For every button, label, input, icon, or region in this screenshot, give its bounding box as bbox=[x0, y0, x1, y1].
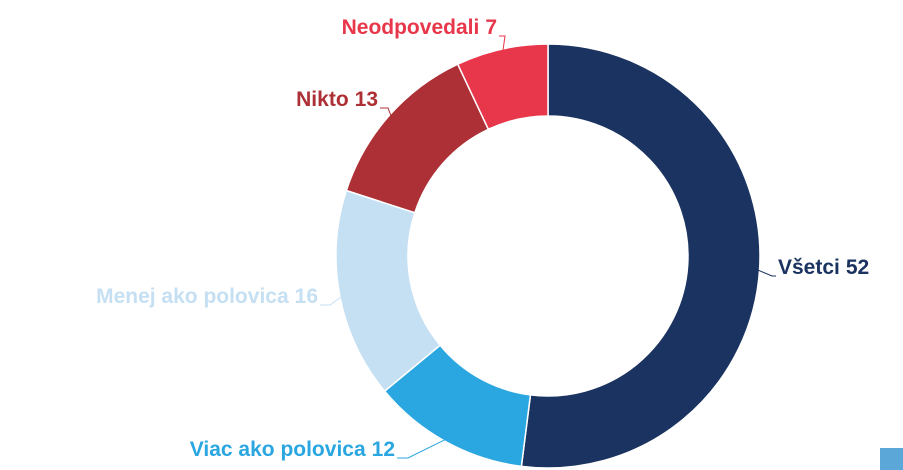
leader-line bbox=[397, 437, 449, 459]
decoration bbox=[880, 448, 903, 470]
leader-line bbox=[499, 35, 506, 54]
label-value: 7 bbox=[485, 16, 497, 39]
leader-line bbox=[380, 107, 393, 119]
label-name: Nikto bbox=[296, 88, 349, 111]
data-label: Viac ako polovica 12 bbox=[190, 438, 395, 461]
donut-segment bbox=[345, 63, 490, 214]
donut-segment bbox=[456, 43, 549, 131]
label-name: Neodpovedali bbox=[342, 16, 480, 39]
label-value: 13 bbox=[355, 88, 378, 111]
data-label: Nikto 13 bbox=[296, 88, 378, 111]
label-name: Všetci bbox=[778, 256, 840, 279]
data-label: Menej ako polovica 16 bbox=[96, 285, 318, 308]
leader-line bbox=[755, 268, 776, 277]
data-label: Neodpovedali 7 bbox=[342, 16, 497, 39]
label-value: 16 bbox=[295, 285, 318, 308]
label-name: Viac ako polovica bbox=[190, 438, 366, 461]
label-value: 52 bbox=[846, 256, 869, 279]
donut-segment bbox=[520, 43, 761, 469]
label-value: 12 bbox=[372, 438, 395, 461]
data-label: Všetci 52 bbox=[778, 256, 869, 279]
leader-line bbox=[320, 294, 344, 306]
label-name: Menej ako polovica bbox=[96, 285, 289, 308]
